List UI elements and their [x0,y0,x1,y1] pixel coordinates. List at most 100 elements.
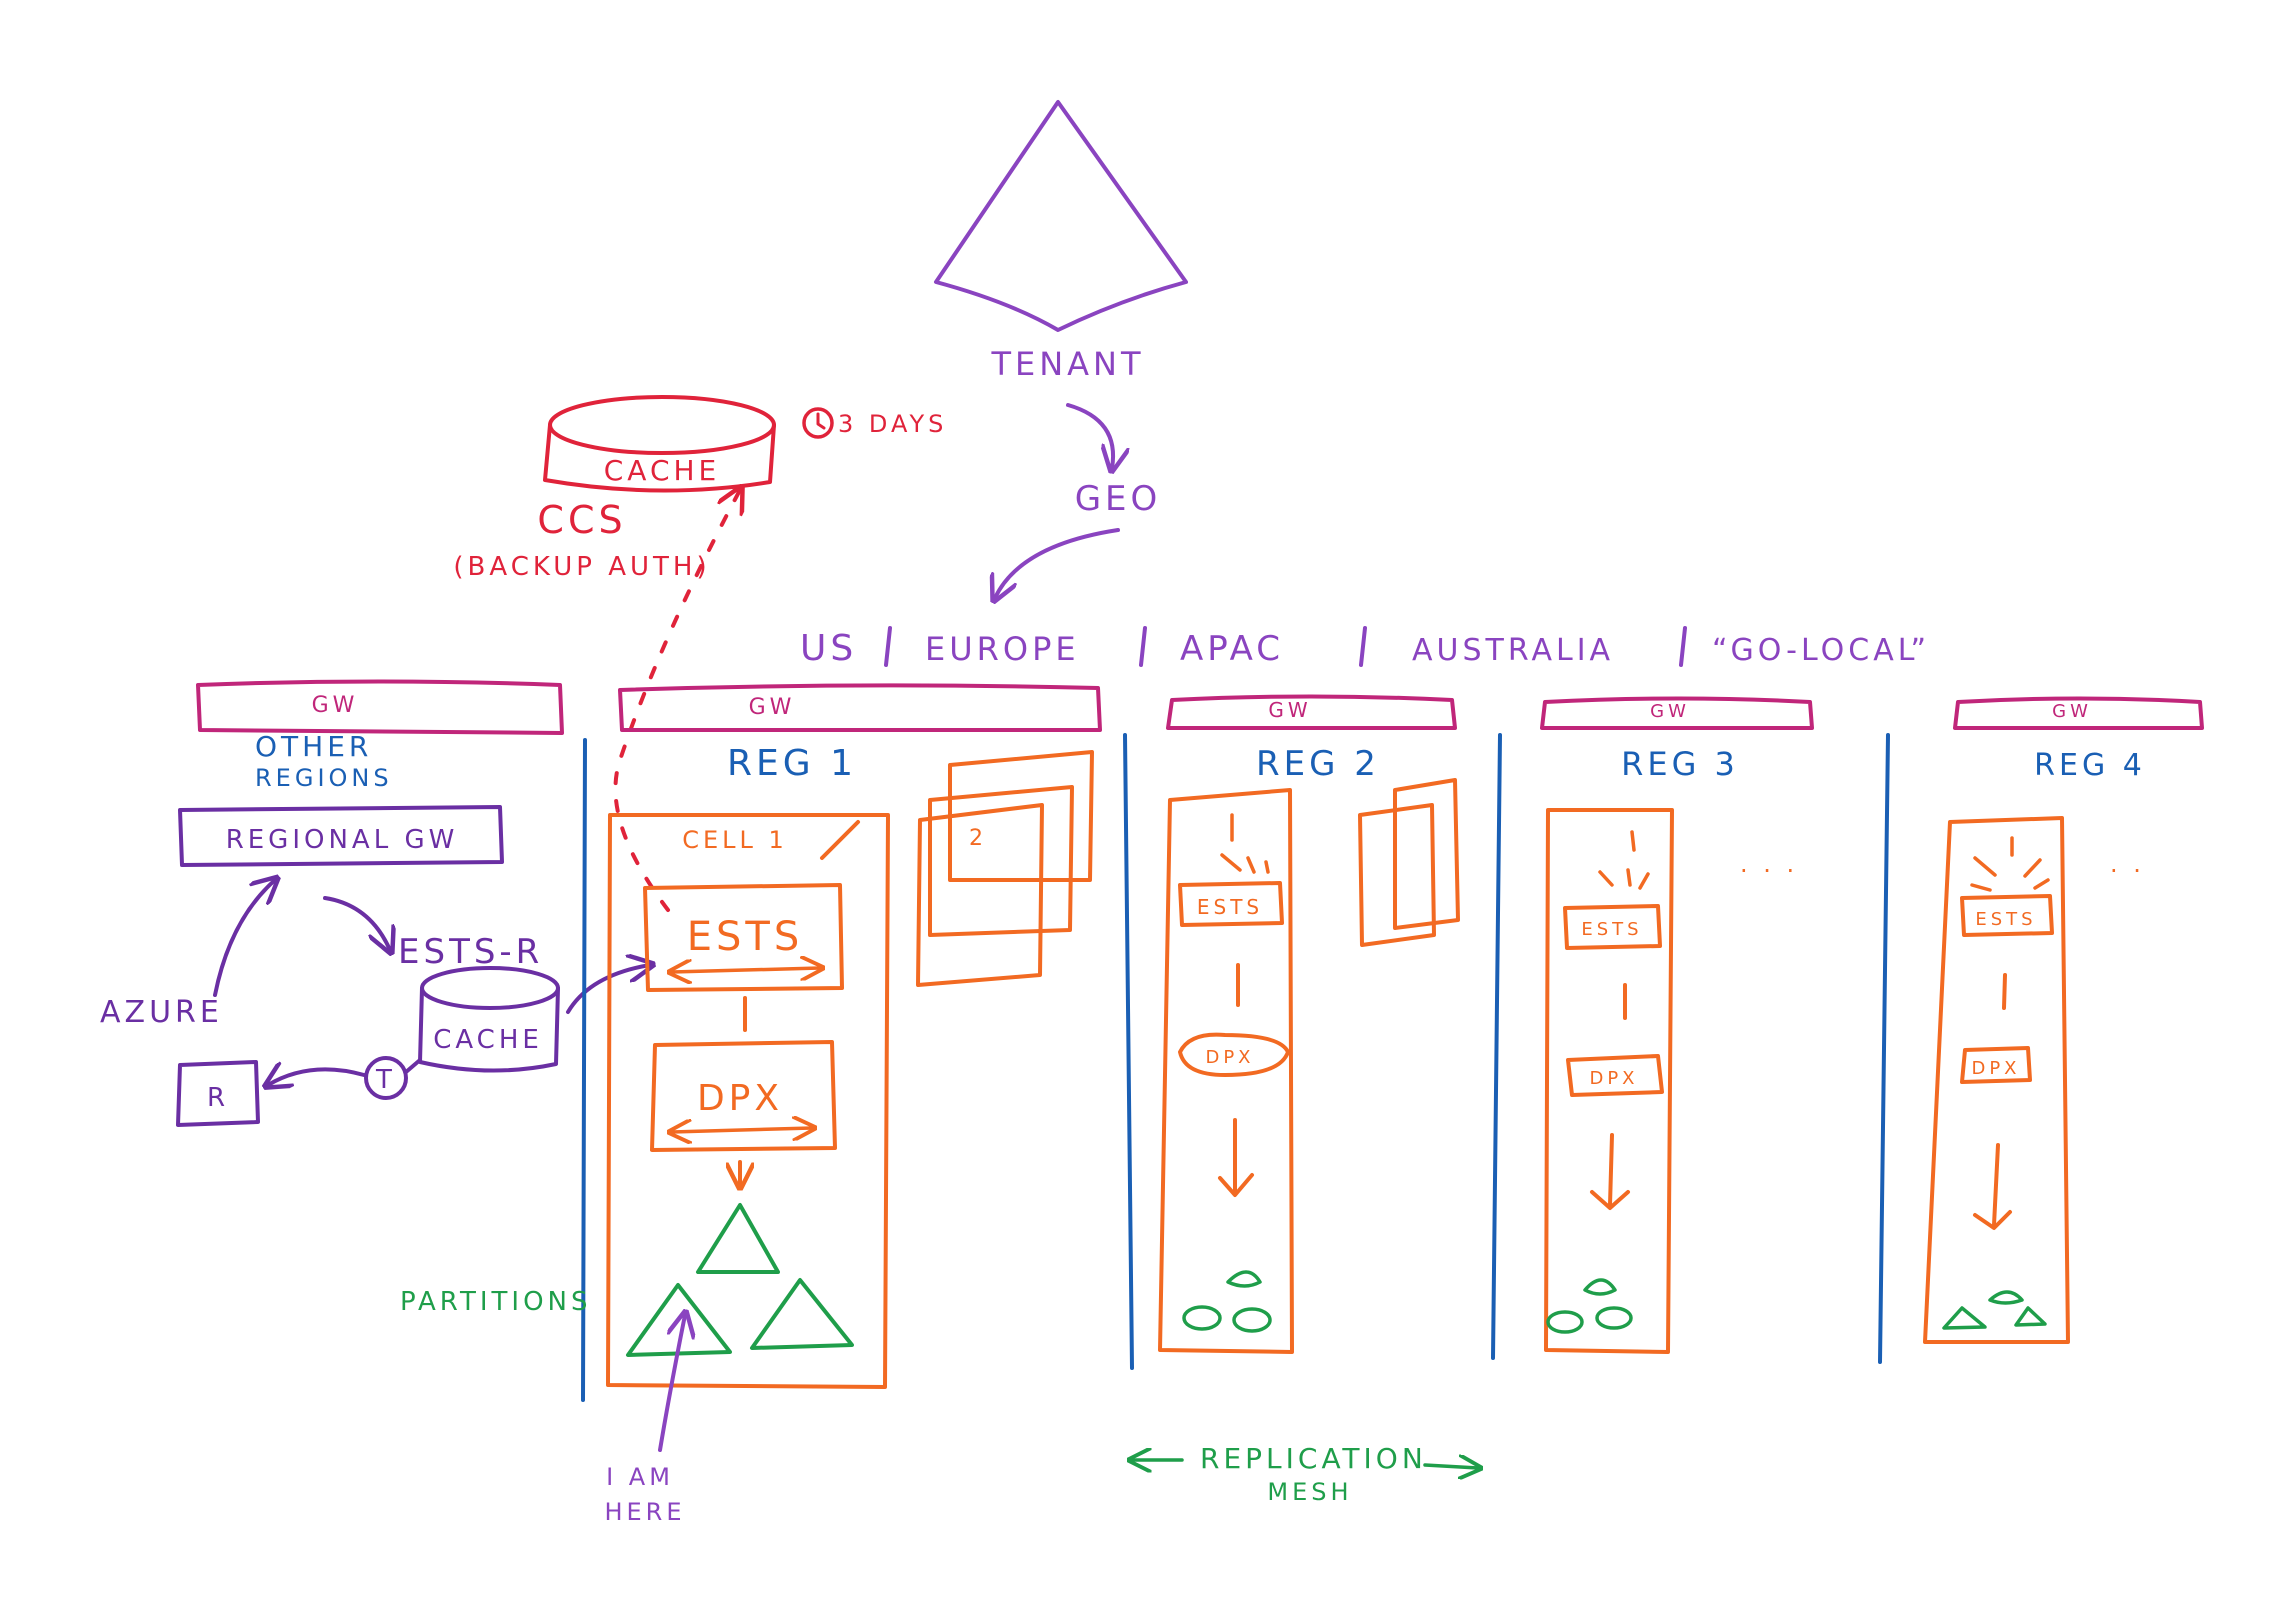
region-3-gw-label: GW [1650,701,1690,722]
region-4-link [2002,973,2007,1010]
cell-stack-label: 2 [969,826,987,851]
ests-to-ccs-dashed-arrow [613,490,740,912]
region-4-dpx-box [1960,1046,2032,1084]
region-3-partition [1546,1310,1584,1334]
region-3-gw [1540,696,1814,730]
region-3-ests-label: ESTS [1581,919,1642,940]
region-4-ellipsis: . . [2110,850,2145,878]
region-4-spark [1970,856,2050,892]
region-4: GW REG 4 . . ESTS DPX [1878,696,2204,1364]
ccs-cache-body [543,423,776,493]
partition-triangle [696,1203,780,1274]
region-2-partition [1226,1270,1262,1288]
region-4-gw-label: GW [2052,701,2092,722]
geo-us: US [800,628,857,669]
region-2-dpx-box [1178,1032,1290,1077]
t-label: T [375,1065,396,1095]
region-1-border [581,738,587,1402]
region-4-dpx-label: DPX [1971,1058,2020,1079]
region-3-dpx-box [1566,1054,1664,1097]
geo-separator [884,626,892,667]
geo-separator [1679,626,1687,667]
gw-to-ests-r-arrow [323,896,390,950]
region-2: GW REG 2 ESTS DPX [1123,694,1460,1370]
cell-1-mark [820,820,860,860]
region-3-border [1491,733,1502,1360]
clock-hands [816,412,826,430]
ests-label: ESTS [687,914,804,960]
region-4-partition [1942,1306,1987,1330]
region-3-partition [1583,1278,1617,1296]
regional-gw-box: REGIONAL GW [178,805,504,867]
region-4-partition [1988,1290,2024,1305]
region-3-name: REG 3 [1621,745,1739,783]
region-4-gw [1953,696,2204,730]
region-4-name: REG 4 [2034,748,2146,783]
geo-to-regions-arrow [995,528,1120,598]
partitions-label: PARTITIONS [400,1287,592,1317]
other-regions-label-1: OTHER [255,730,372,763]
ests-r-label: ESTS-R [398,932,543,972]
region-2-down-arrowhead [1218,1173,1254,1197]
ccs-ttl: 3 DAYS [838,410,947,438]
dpx-label: DPX [697,1078,783,1119]
region-3-ests-box [1563,904,1662,950]
ests-box [643,883,844,992]
region-4-border [1878,733,1890,1364]
ests-r-cache: CACHE [418,966,560,1073]
region-2-gw-label: GW [1268,698,1311,722]
cell-1-label: CELL 1 [682,826,788,854]
region-1-gw [618,683,1102,732]
region-2-partition [1182,1305,1222,1331]
other-regions-label-2: REGIONS [255,764,393,792]
region-2-name: REG 2 [1256,744,1380,784]
region-3-down-arrow [1608,1133,1614,1207]
i-am-here-label-2: HERE [604,1498,685,1526]
region-3: GW REG 3 . . . ESTS DPX [1491,696,1814,1360]
clock-icon [802,407,834,439]
other-regions-gw: GW [196,679,564,735]
region-3-cell [1544,808,1674,1354]
region-2-spark [1220,853,1270,874]
i-am-here-arrow [658,1315,685,1452]
region-3-dpx-label: DPX [1589,1068,1638,1089]
geo-go-local: “GO-LOCAL” [1712,633,1930,668]
r-label: R [207,1083,229,1113]
t-to-r-arrow [268,1069,366,1085]
region-4-down-arrowhead [1973,1210,2012,1230]
region-4-ests-box [1960,894,2054,937]
region-1-gw-label: GW [749,695,796,720]
r-box: R [176,1060,260,1127]
cache-to-t-line [404,1058,422,1074]
region-2-gw [1166,694,1457,730]
ccs-cache-label: CACHE [604,454,721,487]
region-2-ests-box [1178,881,1284,927]
region-2-border [1123,733,1134,1370]
tenant-to-geo-arrow [1066,403,1113,468]
region-3-ellipsis: . . . [1740,850,1798,878]
replication-label-1: REPLICATION [1200,1442,1427,1475]
geo-separator [1139,626,1147,667]
replication-arrow-right [1423,1465,1478,1468]
azure-label: AZURE [100,995,223,1030]
cache-to-ests-arrow [566,965,650,1014]
tenant-triangle [934,100,1188,332]
geo-europe: EUROPE [925,630,1080,668]
region-4-down-arrow [1992,1143,2000,1227]
dpx-scale-arrow [672,1128,812,1132]
ests-scale-arrow [672,968,820,972]
region-4-partition [2014,1306,2047,1327]
ests-r-cache-label: CACHE [433,1025,543,1055]
azure-to-gw-arrow [213,880,275,997]
cell-stack-card [948,750,1094,882]
region-3-spark [1630,830,1636,852]
region-4-cell [1923,816,2070,1344]
region-2-stack-card [1358,803,1436,947]
region-2-stack-card [1393,778,1460,930]
geo-separator [1359,626,1367,667]
geo-list: US EUROPE APAC AUSTRALIA “GO-LOCAL” [800,626,1930,669]
region-2-ests-label: ESTS [1197,895,1263,919]
gw-label: GW [312,693,359,718]
